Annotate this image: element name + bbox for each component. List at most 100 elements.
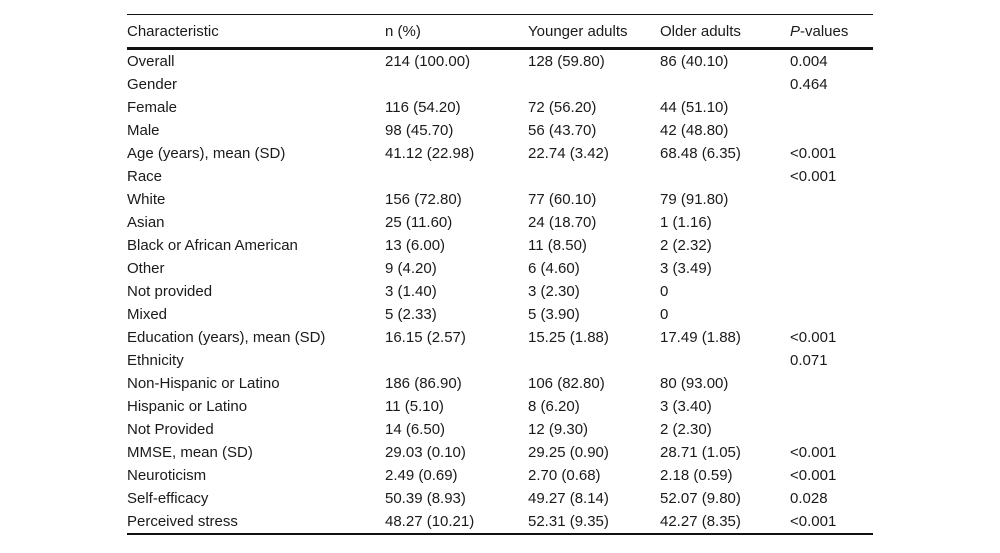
- cell-older-adults: 79 (91.80): [660, 191, 729, 208]
- cell-characteristic: Black or African American: [127, 237, 298, 254]
- cell-younger-adults: 56 (43.70): [528, 122, 597, 139]
- cell-n-percent: 9 (4.20): [385, 260, 437, 277]
- cell-n-percent: 2.49 (0.69): [385, 467, 458, 484]
- cell-older-adults: 2 (2.32): [660, 237, 712, 254]
- table-row: Race <0.001: [127, 165, 873, 188]
- cell-characteristic: Other: [127, 260, 165, 277]
- cell-p-value: <0.001: [790, 168, 837, 185]
- cell-older-adults: 44 (51.10): [660, 99, 729, 116]
- cell-older-adults: 2 (2.30): [660, 421, 712, 438]
- cell-n-percent: 156 (72.80): [385, 191, 462, 208]
- col-header-n-percent: n (%): [385, 14, 528, 50]
- cell-p-value: [790, 119, 873, 142]
- cell-characteristic: MMSE, mean (SD): [127, 444, 253, 461]
- cell-p-value: [790, 188, 873, 211]
- cell-older-adults: [660, 73, 790, 96]
- p-rest: -values: [800, 22, 849, 40]
- table-row: Not provided 3 (1.40) 3 (2.30) 0: [127, 280, 873, 303]
- cell-n-percent: [385, 165, 528, 188]
- cell-older-adults: 0: [660, 306, 669, 323]
- table-row: White 156 (72.80) 77 (60.10) 79 (91.80): [127, 188, 873, 211]
- cell-older-adults: [660, 349, 790, 372]
- cell-p-value: <0.001: [790, 329, 837, 346]
- col-header-characteristic: Characteristic: [127, 14, 385, 50]
- cell-n-percent: 13 (6.00): [385, 237, 446, 254]
- cell-p-value: 0.028: [790, 490, 828, 507]
- cell-younger-adults: 52.31 (9.35): [528, 513, 609, 530]
- table-row: Male 98 (45.70) 56 (43.70) 42 (48.80): [127, 119, 873, 142]
- cell-younger-adults: 77 (60.10): [528, 191, 597, 208]
- cell-characteristic: Overall: [127, 53, 175, 70]
- cell-p-value: [790, 234, 873, 257]
- cell-characteristic: White: [127, 191, 166, 208]
- col-header-older-adults: Older adults: [660, 14, 790, 50]
- cell-younger-adults: [528, 349, 660, 372]
- cell-older-adults: 0: [660, 283, 669, 300]
- table-row: Non-Hispanic or Latino 186 (86.90) 106 (82…: [127, 372, 873, 395]
- cell-n-percent: 11 (5.10): [385, 398, 444, 415]
- cell-older-adults: 68.48 (6.35): [660, 145, 741, 162]
- cell-younger-adults: 3 (2.30): [528, 283, 580, 300]
- cell-younger-adults: 12 (9.30): [528, 421, 589, 438]
- cell-p-value: [790, 280, 873, 303]
- cell-older-adults: 17.49 (1.88): [660, 329, 741, 346]
- cell-younger-adults: 29.25 (0.90): [528, 444, 609, 461]
- header-row: Characteristic n (%) Younger adults Olde…: [127, 14, 873, 50]
- cell-characteristic: Hispanic or Latino: [127, 398, 248, 415]
- cell-p-value: [790, 257, 873, 280]
- cell-characteristic: Self-efficacy: [127, 490, 209, 507]
- table-row: Age (years), mean (SD) 41.12 (22.98) 22.74…: [127, 142, 873, 165]
- table-body: Overall 214 (100.00) 128 (59.80) 86 (40.10)…: [127, 49, 873, 535]
- cell-p-value: <0.001: [790, 467, 837, 484]
- cell-younger-adults: 24 (18.70): [528, 214, 597, 231]
- cell-n-percent: 29.03 (0.10): [385, 444, 466, 461]
- table-row: Overall 214 (100.00) 128 (59.80) 86 (40.10)…: [127, 49, 873, 74]
- cell-n-percent: 5 (2.33): [385, 306, 437, 323]
- cell-n-percent: 3 (1.40): [385, 283, 437, 300]
- cell-older-adults: 3 (3.49): [660, 260, 712, 277]
- cell-characteristic: Age (years), mean (SD): [127, 145, 286, 162]
- table-row: MMSE, mean (SD) 29.03 (0.10) 29.25 (0.90) 2…: [127, 441, 873, 464]
- cell-younger-adults: 11 (8.50): [528, 237, 587, 254]
- table-row: Mixed 5 (2.33) 5 (3.90) 0: [127, 303, 873, 326]
- cell-p-value: <0.001: [790, 513, 837, 530]
- demographics-table: Characteristic n (%) Younger adults Olde…: [127, 14, 873, 535]
- cell-older-adults: 52.07 (9.80): [660, 490, 741, 507]
- cell-older-adults: [660, 165, 790, 188]
- cell-older-adults: 86 (40.10): [660, 53, 729, 70]
- cell-younger-adults: [528, 165, 660, 188]
- p-italic: P: [790, 22, 801, 40]
- cell-older-adults: 42.27 (8.35): [660, 513, 741, 530]
- cell-younger-adults: 8 (6.20): [528, 398, 580, 415]
- cell-p-value: 0.004: [790, 53, 828, 70]
- cell-characteristic: Mixed: [127, 306, 168, 323]
- cell-characteristic: Perceived stress: [127, 513, 238, 530]
- table-row: Ethnicity 0.071: [127, 349, 873, 372]
- cell-characteristic: Male: [127, 122, 160, 139]
- table-row: Neuroticism 2.49 (0.69) 2.70 (0.68) 2.18 (0…: [127, 464, 873, 487]
- table-row: Female 116 (54.20) 72 (56.20) 44 (51.10): [127, 96, 873, 119]
- cell-p-value: [790, 303, 873, 326]
- cell-characteristic: Non-Hispanic or Latino: [127, 375, 280, 392]
- table-row: Self-efficacy 50.39 (8.93) 49.27 (8.14) 52.…: [127, 487, 873, 510]
- cell-characteristic: Race: [127, 168, 163, 185]
- cell-younger-adults: 2.70 (0.68): [528, 467, 601, 484]
- cell-younger-adults: 5 (3.90): [528, 306, 580, 323]
- cell-characteristic: Female: [127, 99, 178, 116]
- cell-n-percent: [385, 349, 528, 372]
- cell-characteristic: Not provided: [127, 283, 213, 300]
- cell-older-adults: 80 (93.00): [660, 375, 729, 392]
- table-row: Other 9 (4.20) 6 (4.60) 3 (3.49): [127, 257, 873, 280]
- cell-n-percent: 98 (45.70): [385, 122, 454, 139]
- cell-n-percent: 41.12 (22.98): [385, 145, 475, 162]
- table-row: Perceived stress 48.27 (10.21) 52.31 (9.35…: [127, 510, 873, 534]
- table-row: Black or African American 13 (6.00) 11 (8.…: [127, 234, 873, 257]
- cell-p-value: [790, 418, 873, 441]
- cell-p-value: 0.071: [790, 352, 828, 369]
- table-row: Education (years), mean (SD) 16.15 (2.57)…: [127, 326, 873, 349]
- cell-p-value: [790, 372, 873, 395]
- cell-p-value: [790, 211, 873, 234]
- col-header-younger-adults: Younger adults: [528, 14, 660, 50]
- table-row: Hispanic or Latino 11 (5.10) 8 (6.20) 3 (3.…: [127, 395, 873, 418]
- cell-p-value: [790, 395, 873, 418]
